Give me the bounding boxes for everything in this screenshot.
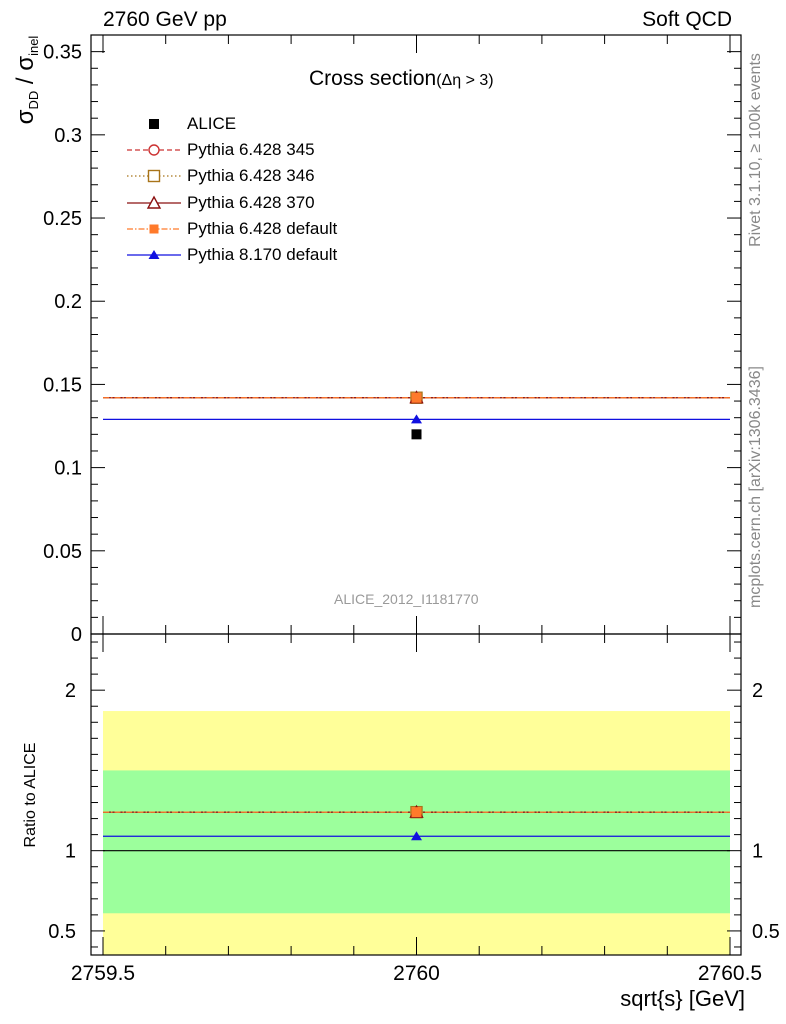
- x-axis-label: sqrt{s} [GeV]: [620, 986, 745, 1011]
- legend-marker-alice: [149, 119, 159, 129]
- ratio-band-inner: [103, 770, 730, 914]
- main-y-tick-label: 0.35: [43, 42, 82, 64]
- header-right: Soft QCD: [642, 8, 732, 31]
- ratio-point-py6def: [411, 807, 422, 818]
- legend-label-py345: Pythia 6.428 345: [187, 140, 315, 159]
- main-point-py370: [409, 390, 424, 404]
- plot-title-main: Cross section: [309, 67, 437, 90]
- ratio-y-axis-label: Ratio to ALICE: [22, 742, 39, 848]
- legend: ALICE Pythia 6.428 345 Pythia 6.428 346 …: [125, 113, 385, 273]
- main-y-tick-label: 0.2: [54, 291, 82, 313]
- analysis-id-label: ALICE_2012_I1181770: [334, 591, 479, 607]
- main-point-py8def: [411, 414, 422, 424]
- ratio-point-py346: [410, 805, 423, 819]
- legend-label-alice: ALICE: [187, 114, 237, 133]
- legend-marker-py6def: [149, 224, 159, 234]
- main-y-tick-label: 0.1: [54, 458, 82, 480]
- plot-title-cut: (Δη > 3): [436, 72, 494, 89]
- ratio-band-outer: [103, 711, 730, 955]
- main-point-data: [411, 429, 422, 440]
- legend-symbols: [127, 119, 181, 259]
- x-tick-label: 2759.5: [71, 962, 135, 985]
- legend-marker-py345: [148, 144, 160, 156]
- main-y-tick-label: 0: [71, 624, 82, 646]
- main-y-axis-label: σDD / σinel: [12, 35, 41, 125]
- source-label: mcplots.cern.ch [arXiv:1306.3436]: [747, 366, 764, 608]
- ratio-y-tick-label: 1: [65, 841, 76, 863]
- x-tick-label: 2760.5: [698, 962, 762, 985]
- rivet-version-label: Rivet 3.1.10, ≥ 100k events: [747, 53, 764, 247]
- ratio-point-py8def: [411, 831, 422, 841]
- y-label-den-sub: inel: [26, 35, 41, 56]
- main-y-tick-label: 0.3: [54, 125, 82, 147]
- legend-label-py346: Pythia 6.428 346: [187, 166, 315, 185]
- ratio-y-tick-label: 2: [65, 680, 76, 702]
- ratio-y-tick-label-right: 1: [752, 841, 763, 863]
- main-point-py345: [410, 392, 423, 404]
- legend-label-py6def: Pythia 6.428 default: [187, 219, 338, 238]
- main-y-tick-label: 0.25: [43, 208, 82, 230]
- ratio-y-tick-label: 0.5: [48, 921, 76, 943]
- y-label-sigma: σ: [12, 109, 39, 125]
- ratio-point-py345: [410, 806, 423, 818]
- main-point-py346: [410, 391, 423, 404]
- main-y-tick-label: 0.15: [43, 374, 82, 396]
- plot-title: Cross section(Δη > 3): [309, 67, 494, 91]
- main-point-py6def: [411, 392, 422, 403]
- header-left: 2760 GeV pp: [103, 8, 227, 31]
- legend-label-py370: Pythia 6.428 370: [187, 193, 315, 212]
- y-label-num-sub: DD: [26, 90, 41, 110]
- legend-label-py8def: Pythia 8.170 default: [187, 245, 338, 264]
- ratio-plot-frame: [90, 633, 742, 956]
- ratio-y-tick-label-right: 2: [752, 680, 763, 702]
- legend-marker-py346: [147, 169, 161, 183]
- x-tick-label: 2760: [393, 962, 440, 985]
- ratio-point-py370: [409, 804, 424, 818]
- main-y-tick-label: 0.05: [43, 541, 82, 563]
- y-label-slash: / σ: [12, 55, 39, 91]
- ratio-y-tick-label-right: 0.5: [752, 921, 780, 943]
